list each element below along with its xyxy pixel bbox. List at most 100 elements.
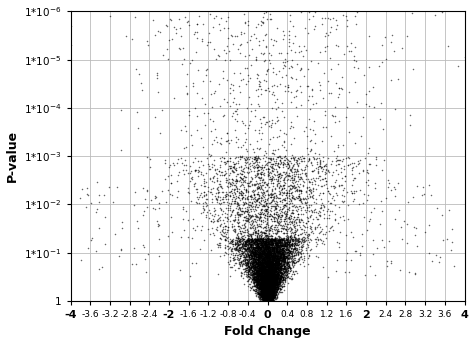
Point [207, 153, 214, 159]
Point [265, 237, 273, 243]
Point [193, 223, 201, 229]
Point [262, 277, 269, 282]
Point [270, 248, 278, 254]
Point [244, 226, 251, 232]
Point [257, 282, 264, 287]
Point [274, 276, 282, 281]
Point [260, 296, 268, 302]
Point [265, 281, 273, 287]
Point [332, 178, 339, 183]
Point [263, 284, 271, 290]
Point [269, 269, 277, 275]
Point [279, 271, 287, 277]
Point [258, 255, 266, 260]
Point [308, 168, 316, 174]
Point [262, 249, 269, 254]
Point [260, 294, 267, 300]
Point [262, 276, 270, 281]
Point [267, 241, 274, 246]
Point [205, 39, 212, 44]
Point [273, 261, 281, 267]
Point [276, 277, 283, 282]
Point [261, 291, 269, 297]
Point [265, 269, 273, 274]
Point [269, 89, 277, 95]
Point [284, 260, 292, 266]
Point [271, 176, 278, 181]
Point [266, 288, 273, 293]
Point [247, 241, 255, 247]
Point [274, 244, 282, 249]
Point [268, 286, 276, 291]
Point [258, 286, 265, 292]
Point [281, 246, 288, 251]
Point [265, 266, 273, 272]
Point [266, 269, 273, 275]
Point [263, 290, 271, 295]
Point [257, 164, 264, 170]
Point [284, 259, 292, 264]
Point [276, 263, 284, 268]
Point [279, 274, 287, 280]
Point [221, 223, 228, 229]
Point [291, 240, 299, 246]
Point [326, 55, 333, 61]
Point [276, 223, 284, 228]
Point [260, 288, 268, 293]
Point [277, 259, 285, 265]
Point [266, 278, 273, 284]
Point [260, 272, 268, 278]
Point [271, 257, 278, 262]
Point [269, 255, 276, 261]
Point [251, 242, 259, 248]
Point [292, 237, 300, 243]
Point [278, 239, 285, 245]
Point [263, 292, 271, 297]
Point [269, 279, 277, 285]
Point [254, 245, 261, 250]
Point [261, 270, 269, 276]
Point [253, 279, 260, 285]
Point [267, 264, 274, 269]
Point [252, 282, 259, 288]
Point [230, 217, 238, 223]
Point [263, 234, 270, 239]
Point [274, 283, 282, 288]
Point [268, 274, 276, 280]
Point [265, 250, 273, 255]
Point [246, 222, 254, 227]
Point [252, 241, 259, 247]
Point [269, 183, 277, 189]
Point [265, 277, 273, 282]
Point [286, 250, 293, 256]
Point [264, 290, 272, 295]
Point [243, 262, 251, 267]
Point [271, 295, 278, 301]
Point [118, 147, 125, 153]
Point [264, 284, 272, 290]
Point [260, 243, 268, 249]
Point [262, 297, 269, 302]
Point [270, 271, 277, 277]
Point [213, 197, 221, 203]
Point [268, 286, 275, 291]
Point [251, 218, 259, 224]
Point [258, 280, 265, 286]
Point [257, 170, 265, 175]
Point [264, 288, 272, 293]
Point [318, 226, 326, 231]
Point [276, 263, 284, 269]
Point [280, 177, 287, 183]
Point [255, 270, 263, 275]
Point [271, 287, 278, 293]
Point [293, 209, 301, 214]
Point [266, 296, 273, 301]
Point [286, 240, 294, 245]
Point [263, 260, 270, 265]
Point [270, 190, 277, 196]
Point [262, 271, 270, 277]
Point [260, 290, 267, 296]
Point [255, 283, 263, 289]
Point [261, 273, 269, 279]
Point [261, 240, 268, 246]
